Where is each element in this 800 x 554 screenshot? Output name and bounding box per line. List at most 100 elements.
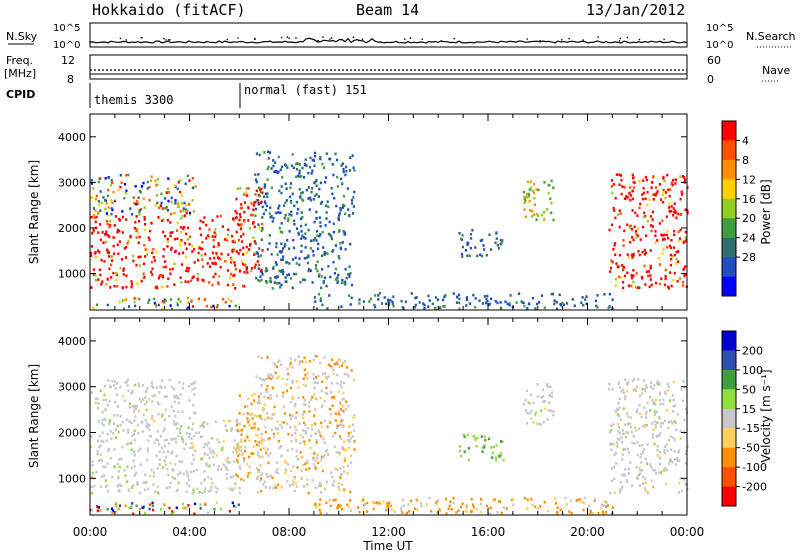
rti-cell	[644, 481, 647, 485]
rti-cell	[347, 273, 350, 276]
rti-cell	[133, 419, 136, 422]
rti-cell	[667, 426, 670, 429]
rti-cell	[635, 476, 638, 479]
rti-cell	[144, 473, 147, 477]
rti-cell	[247, 419, 251, 422]
rti-cell	[319, 297, 322, 300]
nsky-label: N.Sky	[6, 30, 38, 43]
rti-cell	[316, 229, 319, 233]
rti-cell	[256, 401, 260, 404]
rti-cell	[310, 427, 314, 431]
rti-cell	[289, 361, 292, 365]
rti-cell	[291, 483, 294, 486]
rti-cell	[648, 198, 651, 201]
rti-cell	[108, 419, 111, 422]
rti-cell	[145, 400, 148, 404]
rti-cell	[570, 499, 573, 503]
rti-cell	[378, 291, 382, 295]
rti-cell	[180, 194, 183, 197]
rti-cell	[683, 386, 686, 389]
rti-cell	[628, 226, 631, 230]
rti-cell	[282, 271, 285, 274]
rti-cell	[133, 226, 136, 230]
rti-cell	[259, 392, 262, 396]
rti-cell	[627, 381, 630, 384]
rti-cell	[637, 473, 640, 477]
rti-cell	[523, 208, 526, 211]
rti-cell	[325, 284, 328, 288]
rti-cell	[124, 504, 127, 508]
rti-cell	[257, 186, 260, 190]
rti-cell	[298, 422, 301, 425]
rti-cell	[271, 220, 274, 223]
rti-cell	[326, 200, 329, 203]
rti-cell	[143, 511, 146, 515]
rti-cell	[540, 395, 543, 399]
rti-cell	[331, 192, 334, 196]
rti-cell	[143, 243, 146, 247]
rti-cell	[148, 298, 151, 302]
rti-cell	[340, 473, 343, 476]
rti-cell	[540, 294, 544, 297]
rti-cell	[657, 256, 660, 260]
rti-cell	[129, 234, 132, 238]
rti-cell	[143, 228, 146, 232]
rti-cell	[420, 501, 423, 505]
rti-cell	[192, 411, 196, 414]
rti-cell	[122, 267, 125, 270]
rti-cell	[247, 206, 250, 210]
rti-cell	[640, 452, 643, 456]
nsearch-dot	[288, 37, 291, 40]
rti-cell	[298, 172, 301, 175]
rti-cell	[234, 287, 237, 290]
rti-cell	[568, 510, 571, 513]
rti-cell	[222, 298, 225, 301]
rti-cell	[188, 399, 191, 402]
rti-cell	[119, 173, 122, 177]
nsearch-dot	[125, 39, 127, 41]
rti-cell	[307, 269, 310, 273]
rti-cell	[248, 413, 251, 416]
rti-cell	[530, 417, 533, 421]
rti-cell	[273, 170, 276, 174]
rti-cell	[463, 435, 466, 438]
rti-cell	[149, 229, 152, 233]
rti-cell	[272, 432, 275, 436]
rti-cell	[176, 422, 179, 425]
rti-cell	[232, 504, 236, 508]
rti-cell	[121, 231, 124, 234]
rti-cell	[319, 361, 322, 365]
rti-cell	[279, 211, 282, 215]
rti-cell	[267, 454, 270, 457]
rti-cell	[130, 505, 133, 508]
rti-cell	[135, 471, 138, 475]
rti-cell	[258, 455, 261, 459]
rti-cell	[667, 236, 670, 240]
rti-cell	[636, 227, 640, 230]
rti-cell	[301, 198, 304, 201]
rti-cell	[307, 228, 310, 232]
rti-cell	[624, 423, 627, 427]
rti-cell	[615, 462, 618, 465]
rti-cell	[632, 274, 635, 277]
rti-cell	[330, 237, 333, 241]
rti-cell	[630, 284, 633, 288]
rti-cell	[664, 390, 667, 394]
rti-cell	[342, 425, 345, 429]
rti-cell	[621, 185, 624, 188]
rti-cell	[105, 283, 108, 286]
rti-cell	[679, 213, 682, 216]
colorbar-tick-label: 4	[742, 134, 749, 147]
rti-cell	[311, 158, 314, 162]
rti-cell	[98, 434, 101, 438]
rti-cell	[500, 440, 503, 443]
rti-cell	[186, 209, 189, 212]
rti-cell	[328, 220, 331, 224]
rti-cell	[113, 236, 116, 239]
rti-cell	[605, 505, 608, 508]
nsearch-dot	[169, 39, 171, 41]
rti-cell	[291, 366, 294, 369]
rti-cell	[188, 484, 191, 488]
rti-cell	[227, 233, 230, 237]
rti-cell	[234, 447, 237, 451]
